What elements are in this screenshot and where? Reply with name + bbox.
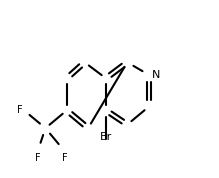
Text: N: N xyxy=(152,70,161,80)
Text: Br: Br xyxy=(100,132,112,142)
Text: F: F xyxy=(62,153,68,163)
Text: F: F xyxy=(17,105,22,115)
Text: F: F xyxy=(35,153,41,163)
